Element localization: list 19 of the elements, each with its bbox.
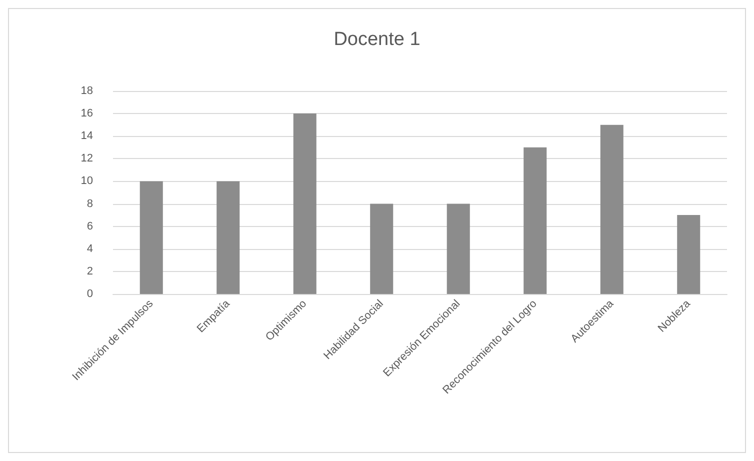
chart-title: Docente 1 — [334, 29, 420, 50]
bar — [216, 181, 240, 294]
bar — [446, 204, 470, 294]
y-tick-label: 16 — [80, 108, 93, 120]
y-tick-label: 6 — [86, 220, 93, 232]
bar — [524, 147, 547, 294]
y-tick-label: 12 — [80, 152, 93, 165]
bar — [140, 181, 163, 294]
bar — [370, 204, 394, 294]
bar — [600, 124, 624, 294]
bar — [677, 215, 700, 294]
y-tick-label: 8 — [86, 198, 93, 210]
y-tick-label: 10 — [80, 175, 93, 188]
y-tick-label: 2 — [86, 265, 93, 278]
y-tick-label: 18 — [80, 85, 93, 97]
y-tick-label: 4 — [86, 242, 93, 255]
y-tick-label: 14 — [80, 130, 93, 142]
bar — [293, 114, 316, 294]
y-tick-label: 0 — [86, 288, 93, 300]
